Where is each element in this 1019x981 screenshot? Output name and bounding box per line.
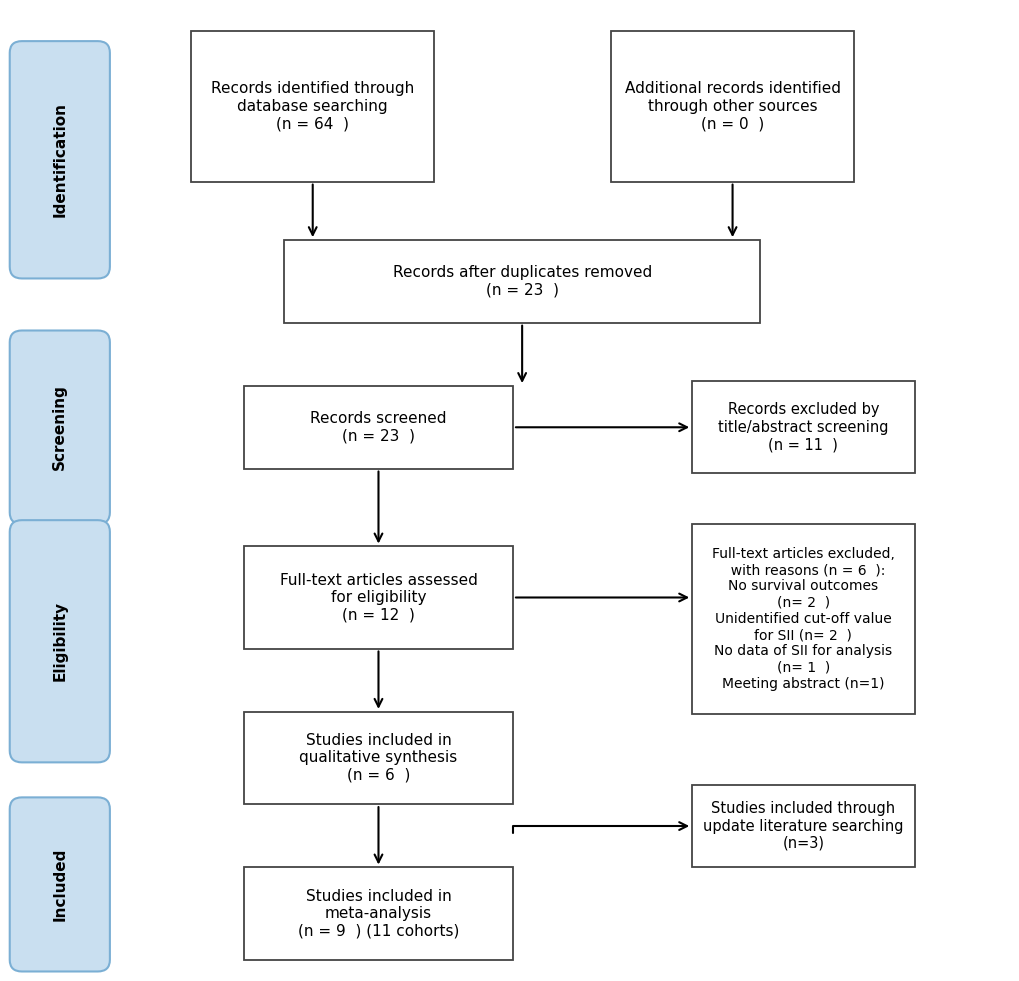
Bar [245, 546, 512, 648]
Bar [245, 867, 512, 959]
Text: Full-text articles excluded,
  with reasons (n = 6  ):
No survival outcomes
(n= : Full-text articles excluded, with reason… [711, 547, 894, 691]
Text: Studies included through
update literature searching
(n=3): Studies included through update literatu… [702, 801, 903, 851]
Text: Records after duplicates removed
(n = 23  ): Records after duplicates removed (n = 23… [392, 265, 651, 297]
FancyBboxPatch shape [10, 41, 110, 279]
Text: Full-text articles assessed
for eligibility
(n = 12  ): Full-text articles assessed for eligibil… [279, 573, 477, 622]
Text: Studies included in
qualitative synthesis
(n = 6  ): Studies included in qualitative synthesi… [299, 733, 458, 783]
Bar [692, 381, 914, 474]
Text: Screening: Screening [52, 385, 67, 470]
Text: Included: Included [52, 848, 67, 921]
Bar [610, 31, 853, 181]
Bar [245, 712, 512, 804]
Text: Records excluded by
title/abstract screening
(n = 11  ): Records excluded by title/abstract scree… [717, 402, 888, 452]
FancyBboxPatch shape [10, 331, 110, 524]
Bar [692, 785, 914, 867]
Text: Additional records identified
through other sources
(n = 0  ): Additional records identified through ot… [624, 81, 840, 131]
Bar [245, 386, 512, 469]
Bar [192, 31, 434, 181]
FancyBboxPatch shape [10, 520, 110, 762]
Text: Records screened
(n = 23  ): Records screened (n = 23 ) [310, 411, 446, 443]
Text: Identification: Identification [52, 102, 67, 218]
Bar [692, 524, 914, 714]
Text: Studies included in
meta-analysis
(n = 9  ) (11 cohorts): Studies included in meta-analysis (n = 9… [298, 889, 459, 939]
FancyBboxPatch shape [10, 798, 110, 971]
Text: Records identified through
database searching
(n = 64  ): Records identified through database sear… [211, 81, 414, 131]
Bar [284, 240, 759, 323]
Text: Eligibility: Eligibility [52, 601, 67, 682]
